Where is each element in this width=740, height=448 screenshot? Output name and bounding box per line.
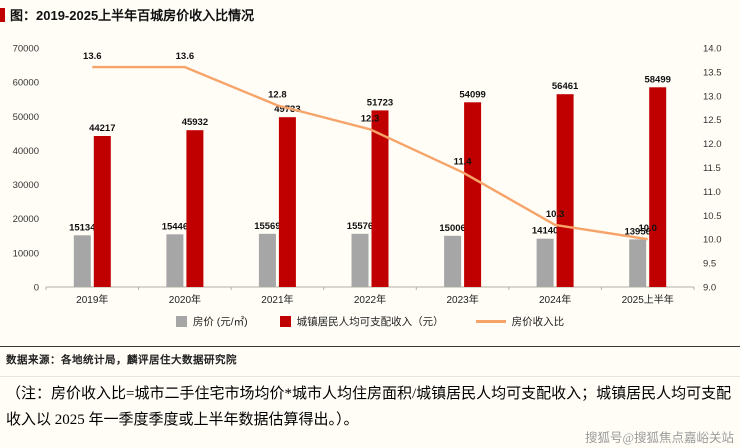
bar: [444, 235, 462, 287]
data-source-text: 数据来源：各地统计局，麟评居住大数据研究院: [6, 354, 237, 366]
bars-group: 15134 44217 2019年 15446 45932 2020年 15569 49733…: [69, 74, 674, 306]
svg-text:10.5: 10.5: [703, 211, 722, 222]
left-axis: 0 10000 20000 30000 40000 50000 60000 70000: [13, 44, 39, 294]
svg-text:2020年: 2020年: [169, 293, 201, 306]
svg-text:54099: 54099: [459, 89, 485, 100]
chart-legend: 房价 (元/㎡) 城镇居民人均可支配收入（元） 房价收入比: [0, 314, 740, 329]
svg-text:10.0: 10.0: [703, 235, 722, 246]
legend-item: 城镇居民人均可支配收入（元）: [279, 314, 444, 329]
divider-line: [0, 346, 740, 347]
note-text: （注：房价收入比=城市二手住宅市场均价*城市人均住房面积/城镇居民人均可支配收入…: [6, 386, 732, 428]
svg-text:13956: 13956: [624, 226, 650, 237]
line-series: 13.6 13.6 12.8 12.3 11.4 10.3 10.0: [83, 51, 657, 241]
svg-text:44217: 44217: [89, 123, 115, 134]
bar: [629, 239, 647, 287]
svg-text:10.0: 10.0: [638, 223, 657, 234]
divider-line-2: [0, 376, 740, 377]
svg-text:9.5: 9.5: [703, 259, 716, 270]
svg-text:2021年: 2021年: [261, 293, 293, 306]
svg-text:13.0: 13.0: [703, 91, 722, 102]
bar: [351, 233, 369, 287]
svg-text:15569: 15569: [254, 221, 280, 232]
svg-text:2024年: 2024年: [539, 293, 571, 306]
svg-text:30000: 30000: [13, 180, 39, 191]
svg-text:11.5: 11.5: [703, 163, 721, 174]
svg-text:50000: 50000: [13, 112, 39, 123]
bar: [649, 87, 667, 287]
bar: [93, 136, 111, 287]
svg-text:40000: 40000: [13, 146, 39, 157]
svg-text:12.3: 12.3: [361, 113, 380, 124]
svg-text:12.8: 12.8: [268, 89, 287, 100]
svg-text:10000: 10000: [13, 248, 39, 259]
bar: [258, 233, 276, 287]
svg-text:58499: 58499: [644, 74, 670, 85]
chart-title: 图：2019-2025上半年百城房价收入比情况: [10, 8, 255, 23]
right-axis: 9.0 9.5 10.0 10.5 11.0 11.5 12.0 12.5 13.0 13.5 14…: [703, 44, 722, 294]
svg-text:12.0: 12.0: [703, 139, 722, 150]
bar: [73, 235, 91, 287]
watermark-text: 搜狐号@搜狐焦点嘉峪关站: [584, 431, 734, 445]
svg-text:70000: 70000: [13, 44, 39, 55]
svg-text:15576: 15576: [347, 221, 373, 232]
bar: [186, 130, 204, 287]
bar: [278, 117, 296, 287]
svg-text:9.0: 9.0: [703, 283, 716, 294]
bar: [371, 110, 389, 288]
legend-item: 房价 (元/㎡): [175, 314, 248, 329]
svg-text:15006: 15006: [439, 223, 465, 234]
svg-text:51723: 51723: [367, 97, 393, 108]
legend-label: 房价收入比: [511, 316, 565, 328]
svg-text:13.6: 13.6: [83, 51, 102, 62]
svg-text:11.4: 11.4: [454, 156, 473, 167]
svg-text:15134: 15134: [69, 222, 96, 233]
legend-color-swatch: [175, 316, 187, 327]
svg-text:2023年: 2023年: [446, 293, 478, 306]
svg-text:15446: 15446: [162, 221, 188, 232]
svg-text:45932: 45932: [182, 117, 208, 128]
legend-label: 房价 (元/㎡): [192, 316, 248, 328]
bar: [536, 238, 554, 287]
bar: [166, 234, 184, 287]
svg-text:14.0: 14.0: [703, 44, 722, 55]
bar: [556, 94, 574, 287]
legend-item: 房价收入比: [475, 314, 565, 329]
svg-text:10.3: 10.3: [546, 209, 565, 220]
bar: [464, 102, 482, 287]
chart-title-row: 图：2019-2025上半年百城房价收入比情况: [0, 5, 254, 24]
svg-text:2019年: 2019年: [76, 293, 108, 306]
svg-text:13.6: 13.6: [176, 51, 195, 62]
legend-label: 城镇居民人均可支配收入（元）: [296, 316, 444, 328]
svg-text:12.5: 12.5: [703, 115, 722, 126]
svg-text:2022年: 2022年: [354, 293, 386, 306]
svg-text:14140: 14140: [532, 226, 558, 237]
title-accent-bar: [0, 7, 5, 22]
svg-text:2025上半年: 2025上半年: [622, 293, 674, 306]
svg-text:20000: 20000: [13, 214, 39, 225]
legend-line-marker: [475, 320, 506, 323]
svg-text:13.5: 13.5: [703, 67, 722, 78]
svg-text:49733: 49733: [274, 104, 300, 115]
svg-text:0: 0: [34, 283, 39, 294]
svg-text:56461: 56461: [552, 81, 579, 92]
svg-text:60000: 60000: [13, 78, 39, 89]
chart-canvas: 0100002000030000400005000060000700009.09…: [13, 44, 722, 307]
legend-color-swatch: [279, 316, 291, 327]
svg-text:11.0: 11.0: [703, 187, 721, 198]
